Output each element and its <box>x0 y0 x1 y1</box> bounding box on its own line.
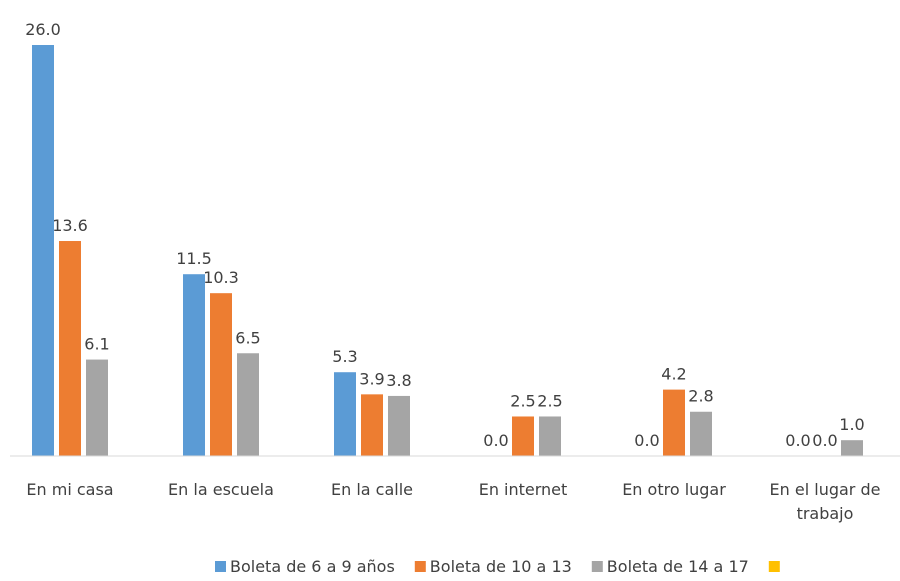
data-label: 6.1 <box>84 335 109 354</box>
bar <box>361 394 383 456</box>
bar <box>32 45 54 456</box>
bar <box>512 416 534 456</box>
legend-swatch <box>414 561 426 572</box>
data-label: 0.0 <box>812 431 837 450</box>
data-label: 2.5 <box>510 391 535 410</box>
bar <box>388 395 410 456</box>
data-label: 2.8 <box>688 387 713 406</box>
data-label: 1.0 <box>839 415 864 434</box>
bar <box>183 274 205 456</box>
data-label: 4.2 <box>661 365 686 384</box>
legend-swatch <box>591 561 603 572</box>
bar <box>690 411 712 456</box>
data-label: 13.6 <box>52 216 88 235</box>
data-label: 0.0 <box>483 431 508 450</box>
legend-swatch <box>768 561 780 572</box>
x-tick-label: En el lugar de trabajo <box>769 480 881 523</box>
bar <box>86 359 108 456</box>
x-tick-label: En la escuela <box>168 480 274 499</box>
bar <box>334 372 356 456</box>
x-tick-label: En otro lugar <box>622 480 726 499</box>
bar <box>539 416 561 456</box>
bar <box>210 293 232 456</box>
x-tick-label: En la calle <box>330 480 413 499</box>
legend-label: Boleta de 10 a 13 <box>430 557 572 576</box>
x-tick-label: En internet <box>478 480 568 499</box>
data-label: 6.5 <box>235 328 260 347</box>
data-label: 0.0 <box>785 431 810 450</box>
legend-label: Boleta de 14 a 17 <box>607 557 749 576</box>
legend-label: Boleta de 6 a 9 años <box>230 557 395 576</box>
data-label: 3.8 <box>386 371 411 390</box>
x-tick-label: En mi casa <box>26 480 114 499</box>
data-label: 5.3 <box>332 347 357 366</box>
bar <box>663 389 685 456</box>
bar <box>841 440 863 456</box>
data-label: 10.3 <box>203 268 239 287</box>
legend-swatch <box>215 561 226 572</box>
data-label: 11.5 <box>176 249 212 268</box>
data-label: 0.0 <box>634 431 659 450</box>
data-label: 2.5 <box>537 391 562 410</box>
data-label: 26.0 <box>25 20 61 39</box>
data-label: 3.9 <box>359 369 384 388</box>
bar <box>237 353 259 456</box>
bar <box>59 241 81 456</box>
